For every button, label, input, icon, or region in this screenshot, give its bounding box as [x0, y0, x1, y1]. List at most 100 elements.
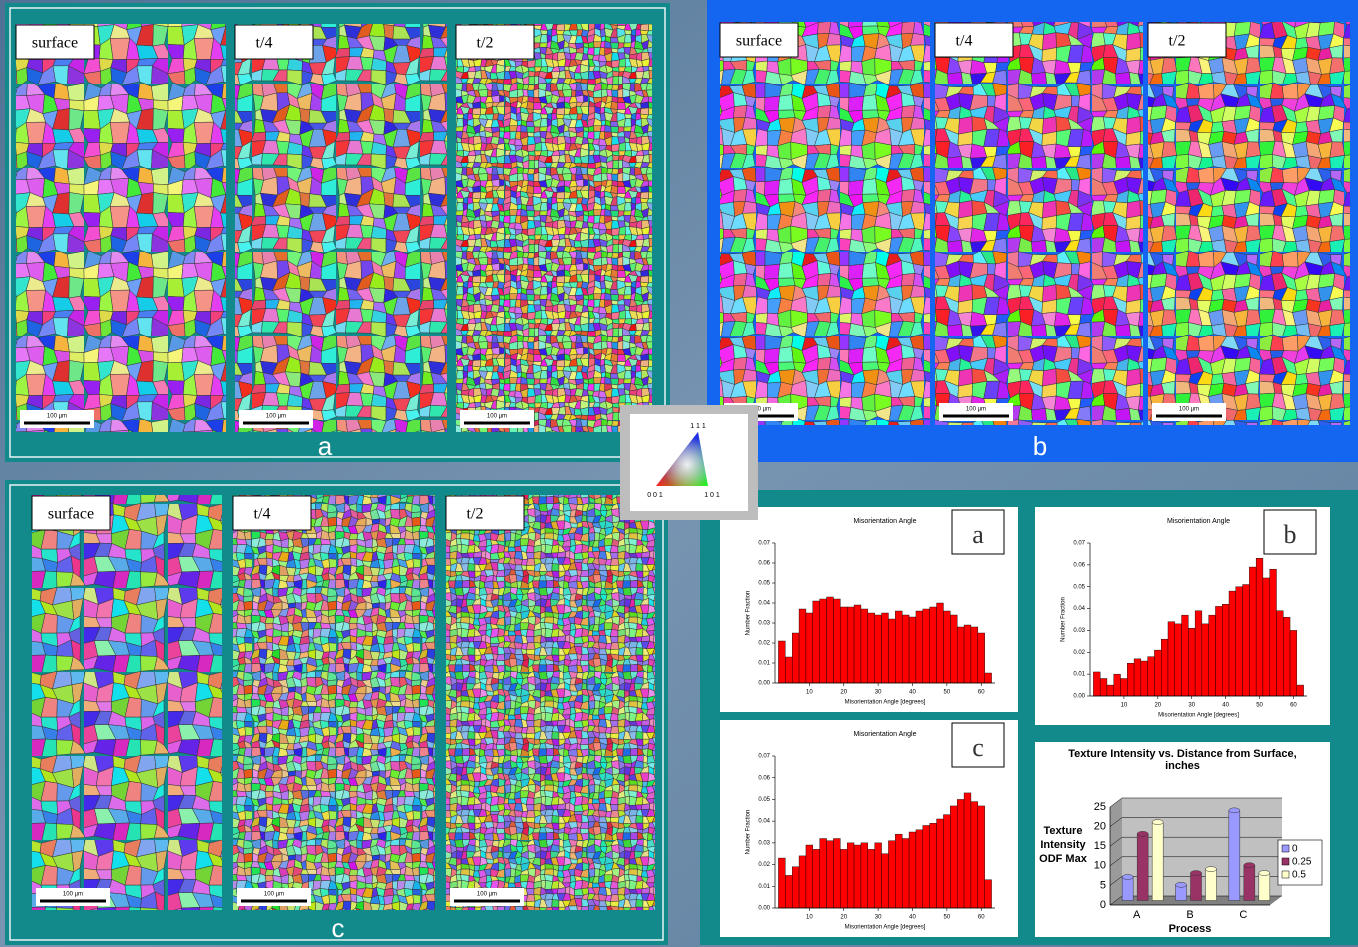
bar: [1290, 630, 1297, 696]
map-label-box: [233, 496, 311, 530]
bar: [1215, 606, 1222, 696]
y-tick-label: 0.02: [758, 862, 770, 868]
x-tick-label: 40: [909, 915, 916, 921]
bar: [985, 673, 992, 683]
bar-top: [1206, 867, 1217, 872]
x-tick-label: 20: [1154, 703, 1161, 709]
bar: [1236, 587, 1243, 696]
x-tick-label: 20: [840, 690, 847, 696]
bar: [1152, 822, 1163, 900]
bar: [833, 839, 840, 908]
x-tick-label: 60: [978, 915, 985, 921]
bar: [1100, 679, 1107, 696]
y-axis-label: Number Fraction: [746, 591, 752, 636]
y-tick-label: 0.01: [758, 884, 770, 890]
panel-letter: a: [318, 431, 333, 461]
bar: [1270, 569, 1277, 696]
bar: [895, 834, 902, 908]
bar: [1161, 639, 1168, 696]
map-label-box: [935, 23, 1013, 57]
map-label: surface: [48, 506, 94, 523]
y-tick-label: 0.05: [758, 797, 770, 803]
y-tick-label: 0.00: [758, 906, 770, 912]
bar: [882, 854, 889, 908]
bar: [978, 806, 985, 908]
y-tick-label: 0: [1100, 899, 1106, 911]
bar: [1283, 617, 1290, 696]
bar: [937, 819, 944, 908]
bar: [1188, 628, 1195, 696]
bar: [930, 823, 937, 908]
bar: [868, 613, 875, 683]
scale-bar-label: 100 µm: [47, 414, 67, 420]
ebsd-map: [16, 24, 226, 432]
corner-label: b: [1284, 520, 1297, 549]
x-tick-label: 50: [1256, 703, 1263, 709]
bar: [827, 597, 834, 683]
ebsd-map: [935, 22, 1143, 425]
chart-title: Misorientation Angle: [1167, 518, 1230, 525]
x-tick-label: 30: [875, 915, 882, 921]
bar: [882, 613, 889, 683]
scale-bar-label: 100 µm: [477, 892, 497, 898]
y-tick-label: 0.06: [758, 561, 770, 567]
panel-letter: b: [1033, 431, 1047, 461]
bar: [785, 657, 792, 683]
key-label: 1 0 1: [704, 492, 720, 499]
bar: [902, 615, 909, 683]
scale-bar-label: 100 µm: [264, 892, 284, 898]
ebsd-map: [32, 495, 222, 910]
bar-top: [1259, 871, 1270, 876]
legend-swatch: [1282, 845, 1289, 852]
bar: [1206, 869, 1217, 900]
bar: [1127, 663, 1134, 696]
chart-title: Misorientation Angle: [853, 518, 916, 525]
scale-bar-label: 100 µm: [266, 414, 286, 420]
bar: [1141, 661, 1148, 696]
chart-title: Misorientation Angle: [853, 731, 916, 738]
bar: [950, 615, 957, 683]
bar: [868, 849, 875, 908]
panel: surface100 µmt/4100 µmt/2100 µmb: [707, 0, 1358, 462]
bar: [1222, 604, 1229, 696]
y-tick-label: 5: [1100, 879, 1106, 891]
x-tick-label: 60: [1290, 703, 1297, 709]
y-tick-label: 0.00: [758, 681, 770, 687]
x-tick-label: 40: [909, 690, 916, 696]
bar: [840, 607, 847, 683]
x-axis-label: Misorientation Angle [degrees]: [1158, 713, 1239, 719]
bar: [840, 849, 847, 908]
slide: surface100 µmt/4100 µmt/2100 µmasurface1…: [0, 0, 1358, 947]
bar-top: [1229, 808, 1240, 813]
y-tick-label: 0.02: [758, 641, 770, 647]
key-label: 0 0 1: [647, 492, 663, 499]
x-axis-label: Process: [1169, 923, 1212, 935]
map-label: t/2: [467, 506, 484, 523]
x-tick-label: 10: [806, 690, 813, 696]
bar: [799, 856, 806, 908]
map-label: surface: [32, 35, 78, 52]
bar: [820, 839, 827, 908]
y-tick-label: 15: [1094, 840, 1106, 852]
bar: [937, 603, 944, 683]
ebsd-map: [233, 495, 435, 910]
map-label: t/4: [254, 506, 271, 523]
y-tick-label: 10: [1094, 860, 1106, 872]
y-tick-label: 0.07: [758, 754, 770, 760]
x-tick-label: 50: [944, 915, 951, 921]
map-label-box: [235, 25, 313, 59]
chart-title: Texture Intensity vs. Distance from Surf…: [1055, 748, 1310, 772]
map-label-box: [456, 25, 534, 59]
bar: [875, 615, 882, 683]
y-tick-label: 0.03: [758, 840, 770, 846]
ebsd-map: [235, 24, 447, 432]
ebsd-map: [720, 22, 930, 425]
bar: [1297, 685, 1304, 696]
bar: [1122, 877, 1133, 901]
bar: [806, 613, 813, 683]
bar: [1168, 622, 1175, 696]
bar: [964, 625, 971, 683]
bar: [1195, 611, 1202, 696]
bar: [806, 845, 813, 908]
